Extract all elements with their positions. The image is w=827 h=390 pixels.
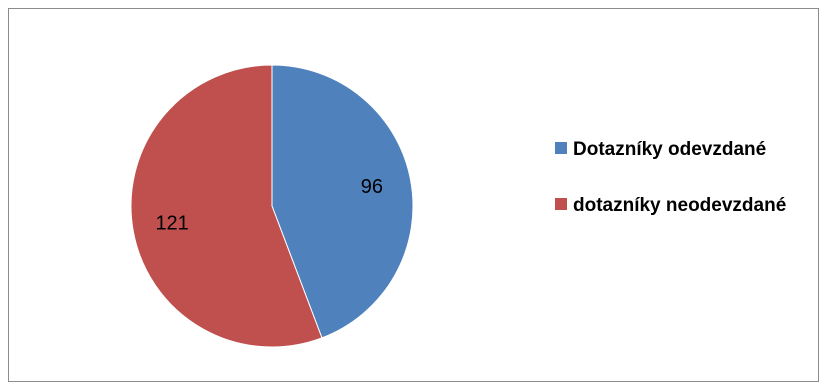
pie-labels: 96 121 [155,176,383,235]
data-label-0: 96 [361,176,383,198]
legend-swatch-odevzdane [555,142,567,154]
legend-label-neodevzdane: dotazníky neodevzdané [573,195,787,216]
legend-swatch-neodevzdane [555,198,567,210]
legend-label-odevzdane: Dotazníky odevzdané [573,139,767,160]
legend: Dotazníky odevzdané dotazníky neodevzdan… [555,135,825,247]
legend-item-neodevzdane: dotazníky neodevzdané [555,191,825,221]
pie-slice-1 [130,64,323,348]
pie-slice-0 [271,64,414,339]
legend-item-odevzdane: Dotazníky odevzdané [555,135,825,165]
data-label-1: 121 [155,213,188,235]
pie-slices [130,64,414,348]
pie-chart: 96 121 [130,64,414,348]
chart-frame: 96 121 Dotazníky odevzdané dotazníky neod… [8,8,819,382]
